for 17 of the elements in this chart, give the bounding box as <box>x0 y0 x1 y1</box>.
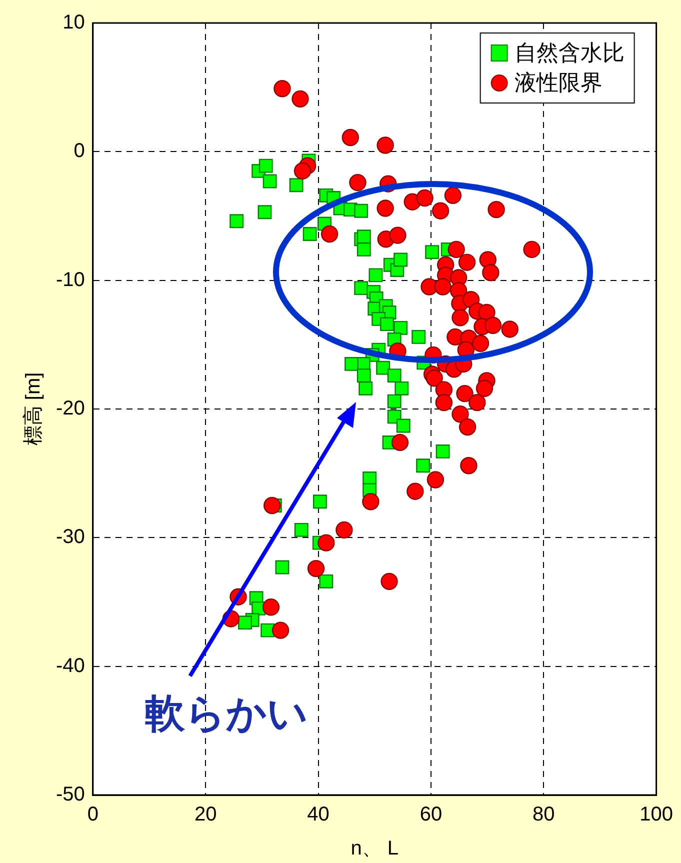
x-tick-label: 60 <box>420 804 442 826</box>
x-tick-label: 100 <box>640 804 674 826</box>
annotation: 軟らかい <box>145 690 308 739</box>
y-tick-label: -40 <box>56 654 85 677</box>
legend-label: 自然含水比 <box>514 40 624 66</box>
y-axis-title: 標高 [m] <box>22 372 45 446</box>
x-tick-label: 80 <box>532 804 555 826</box>
y-tick-label: -50 <box>56 784 85 806</box>
y-tick-label: -10 <box>56 268 85 291</box>
y-tick-label: 10 <box>62 12 85 34</box>
y-tick-label: -30 <box>56 526 85 548</box>
x-axis-title: n、 L <box>350 838 399 860</box>
y-tick-label: 0 <box>74 140 85 162</box>
x-tick-label: 20 <box>194 804 217 826</box>
y-tick-label: -20 <box>56 398 85 420</box>
x-tick-label: 40 <box>307 804 330 826</box>
legend-label: 液性限界 <box>514 70 602 96</box>
